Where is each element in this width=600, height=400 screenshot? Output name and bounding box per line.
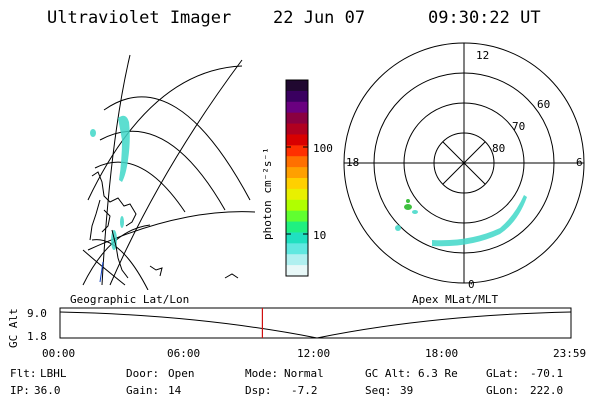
status-gcalt-value: 6.3 Re bbox=[418, 367, 458, 380]
status-dsp-label: Dsp: bbox=[245, 384, 272, 397]
colorbar-band bbox=[286, 178, 308, 190]
status-glon-value: 222.0 bbox=[530, 384, 564, 397]
geographic-caption: Geographic Lat/Lon bbox=[70, 293, 190, 306]
colorbar-band bbox=[286, 210, 308, 223]
colorbar-band bbox=[286, 199, 308, 212]
status-filter-value: LBHL bbox=[40, 367, 67, 380]
apex-caption: Apex MLat/MLT bbox=[412, 293, 499, 306]
status-filter-label: Flt: bbox=[10, 367, 37, 380]
status-dsp-value: -7.2 bbox=[291, 384, 318, 397]
colorbar-band bbox=[286, 221, 308, 233]
timeline-xtick-3: 18:00 bbox=[425, 347, 459, 360]
colorbar-band bbox=[286, 265, 308, 277]
colorbar-band bbox=[286, 243, 308, 255]
colorbar-band bbox=[286, 112, 308, 125]
colorbar-band bbox=[286, 232, 308, 244]
status-seq-value: 39 bbox=[400, 384, 414, 397]
status-gain-label: Gain: bbox=[126, 384, 160, 397]
mlt-label-18: 18 bbox=[346, 156, 360, 169]
colorbar-band bbox=[286, 90, 308, 103]
mlt-label-0: 0 bbox=[468, 278, 475, 291]
mlat-label-70: 70 bbox=[512, 120, 526, 133]
status-glat-label: GLat: bbox=[486, 367, 520, 380]
colorbar-band bbox=[286, 156, 308, 168]
timeline-xtick-2: 12:00 bbox=[297, 347, 331, 360]
instrument-title: Ultraviolet Imager bbox=[47, 8, 232, 28]
mlat-label-80: 80 bbox=[492, 142, 506, 155]
colorbar-band bbox=[286, 145, 308, 157]
time-label: 09:30:22 UT bbox=[428, 8, 541, 28]
timeline-xtick-1: 06:00 bbox=[167, 347, 201, 360]
status-mode-value: Normal bbox=[284, 367, 324, 380]
status-glon-label: GLon: bbox=[486, 384, 520, 397]
status-door-label: Door: bbox=[126, 367, 160, 380]
colorbar-tick-100: 100 bbox=[313, 142, 333, 155]
colorbar-band bbox=[286, 188, 308, 201]
timeline-xtick-0: 00:00 bbox=[42, 347, 76, 360]
colorbar-band bbox=[286, 101, 308, 114]
status-mode-label: Mode: bbox=[245, 367, 279, 380]
status-gain-value: 14 bbox=[168, 384, 182, 397]
colorbar-band bbox=[286, 123, 308, 135]
colorbar-band bbox=[286, 80, 308, 92]
status-ip-label: IP: bbox=[10, 384, 30, 397]
mlat-label-60: 60 bbox=[537, 98, 551, 111]
colorbar-band bbox=[286, 254, 308, 266]
timeline-ytick-9: 9.0 bbox=[27, 307, 47, 320]
status-seq-label: Seq: bbox=[365, 384, 392, 397]
colorbar-tick-10: 10 bbox=[313, 229, 327, 242]
date-label: 22 Jun 07 bbox=[273, 8, 366, 28]
status-glat-value: -70.1 bbox=[530, 367, 564, 380]
colorbar-band bbox=[286, 134, 308, 146]
timeline-xtick-4: 23:59 bbox=[553, 347, 587, 360]
mlt-label-6: 6 bbox=[576, 156, 583, 169]
mlt-label-12: 12 bbox=[476, 49, 490, 62]
status-ip-value: 36.0 bbox=[34, 384, 61, 397]
status-door-value: Open bbox=[168, 367, 195, 380]
timeline-ytick-1: 1.8 bbox=[27, 330, 47, 343]
status-gcalt-label: GC Alt: bbox=[365, 367, 412, 380]
colorbar-band bbox=[286, 167, 308, 179]
